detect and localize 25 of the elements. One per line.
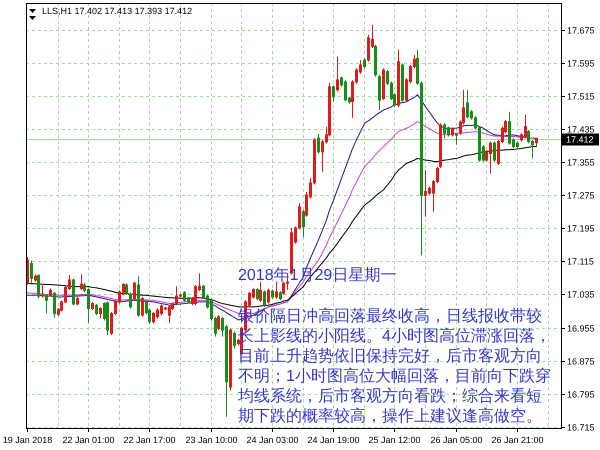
y-tick-label: 17.035 <box>567 290 595 300</box>
x-tick-label: 26 Jan 21:00 <box>491 435 544 445</box>
x-tick-label: 19 Jan 2018 <box>2 435 52 445</box>
x-tick-label: 25 Jan 12:00 <box>368 435 421 445</box>
y-tick-label: 17.675 <box>567 26 595 36</box>
y-tick-label: 17.435 <box>567 124 595 135</box>
chart-title: LLS,H1 17.402 17.413 17.393 17.412 <box>42 6 192 16</box>
y-tick-label: 17.595 <box>567 58 595 69</box>
ref-line-label: 17.412 <box>566 134 594 145</box>
current-price: 17.412 <box>562 134 599 146</box>
x-tick-label: 22 Jan 01:00 <box>62 435 115 445</box>
y-tick-label: 17.515 <box>567 92 595 102</box>
x-tick-label: 24 Jan 19:00 <box>307 435 360 445</box>
y-tick-label: 16.795 <box>567 390 595 400</box>
y-tick-label: 16.875 <box>567 356 595 367</box>
x-tick-label: 22 Jan 17:00 <box>123 435 176 445</box>
x-tick-label: 23 Jan 10:00 <box>185 435 238 445</box>
y-tick-label: 17.275 <box>567 190 595 201</box>
x-tick-label: 26 Jan 05:00 <box>430 435 483 445</box>
x-tick-label: 24 Jan 03:00 <box>246 435 299 445</box>
y-tick-label: 17.355 <box>567 158 595 168</box>
y-tick-label: 17.195 <box>567 224 595 234</box>
y-tick-label: 16.715 <box>567 422 595 433</box>
y-tick-label: 16.955 <box>567 324 595 334</box>
y-tick-label: 17.115 <box>567 256 594 267</box>
